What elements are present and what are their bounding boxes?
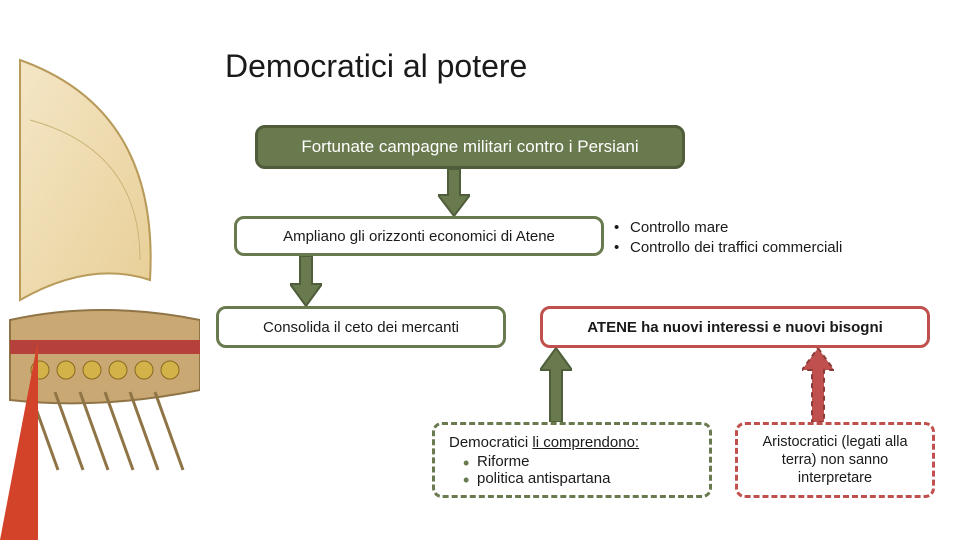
bullet-controllo-traffici: Controllo dei traffici commerciali (614, 238, 842, 258)
democratici-head-a: Democratici (449, 434, 532, 451)
box-atene: ATENE ha nuovi interessi e nuovi bisogni (540, 306, 930, 348)
box-consolida: Consolida il ceto dei mercanti (216, 306, 506, 348)
democratici-head: Democratici li comprendono: (449, 434, 695, 451)
box-ampliano: Ampliano gli orizzonti economici di Aten… (234, 216, 604, 256)
democratici-item-1: Riforme (463, 453, 695, 470)
democratici-head-b: li comprendono: (532, 434, 639, 451)
box-aristocratici: Aristocratici (legati alla terra) non sa… (735, 422, 935, 498)
box-fortunate: Fortunate campagne militari contro i Per… (255, 125, 685, 169)
arrow-aristocratici-to-atene (802, 348, 834, 422)
democratici-item-2: politica antispartana (463, 470, 695, 487)
arrow-democratici-to-atene (540, 348, 572, 422)
slide-title: Democratici al potere (225, 48, 527, 85)
arrow-fortunate-to-ampliano (438, 169, 470, 216)
arrow-ampliano-to-consolida (290, 256, 322, 306)
bullet-controllo-mare: Controllo mare (614, 218, 842, 238)
accent-triangle (0, 340, 38, 540)
side-bullets: Controllo mare Controllo dei traffici co… (614, 218, 842, 259)
box-democratici: Democratici li comprendono: Riforme poli… (432, 422, 712, 498)
